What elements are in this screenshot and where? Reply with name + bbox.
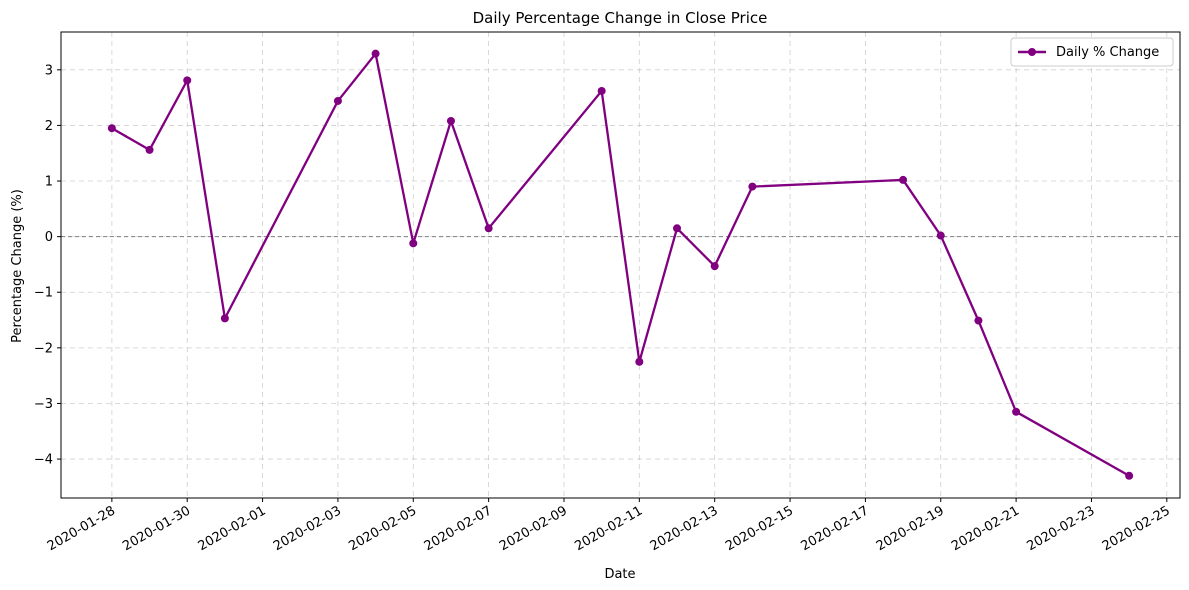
data-point [145, 145, 154, 154]
y-tick-label: −1 [34, 286, 53, 301]
y-tick-label: 0 [45, 230, 53, 245]
grid-lines [61, 32, 1180, 498]
x-tick-label: 2020-02-11 [572, 503, 645, 554]
data-point [974, 316, 983, 325]
x-tick-label: 2020-02-17 [798, 503, 871, 554]
data-point [484, 224, 493, 233]
plot-area-frame [60, 31, 1181, 499]
data-point [899, 175, 908, 184]
y-tick-label: −2 [34, 341, 53, 356]
chart-title: Daily Percentage Change in Close Price [473, 9, 768, 27]
data-point [1125, 471, 1134, 480]
data-point [183, 76, 192, 85]
x-tick-label: 2020-02-05 [346, 503, 419, 554]
x-tick-label: 2020-01-30 [120, 503, 193, 554]
legend: Daily % Change [1010, 37, 1174, 67]
data-point [333, 96, 342, 105]
data-point [710, 262, 719, 271]
y-tick-label: 3 [45, 63, 53, 78]
x-tick-label: 2020-02-19 [874, 503, 947, 554]
legend-label: Daily % Change [1056, 45, 1159, 60]
data-point [371, 49, 380, 58]
data-point [673, 224, 682, 233]
x-axis-label: Date [604, 567, 635, 582]
data-point [1012, 407, 1021, 416]
x-tick-label: 2020-02-01 [196, 503, 269, 554]
data-point [597, 86, 606, 95]
x-tick-label: 2020-01-28 [45, 503, 118, 554]
x-tick-label: 2020-02-07 [422, 503, 495, 554]
legend-marker-swatch [1028, 48, 1036, 56]
data-point [748, 182, 757, 191]
series-layer [107, 49, 1134, 480]
data-point [635, 357, 644, 366]
data-point [409, 239, 418, 248]
x-tick-label: 2020-02-23 [1025, 503, 1098, 554]
x-tick-label: 2020-02-09 [497, 503, 570, 554]
axis-ticks: 2020-01-28 2020-01-30 2020-02-01 2020-02-03… [34, 63, 1173, 554]
data-point [936, 231, 945, 240]
x-tick-label: 2020-02-15 [723, 503, 796, 554]
y-axis-label: Percentage Change (%) [10, 189, 25, 343]
x-tick-label: 2020-02-03 [271, 503, 344, 554]
data-point [220, 314, 229, 323]
x-tick-label: 2020-02-25 [1100, 503, 1173, 554]
y-tick-label: −3 [34, 397, 53, 412]
y-tick-label: 1 [45, 175, 53, 190]
legend-box [1010, 37, 1174, 67]
data-point [107, 124, 116, 133]
y-tick-label: −4 [34, 453, 53, 468]
series-line [111, 52, 1130, 477]
x-tick-label: 2020-02-21 [949, 503, 1022, 554]
x-tick-label: 2020-02-13 [648, 503, 721, 554]
y-tick-label: 2 [45, 119, 53, 134]
data-point [446, 116, 455, 125]
